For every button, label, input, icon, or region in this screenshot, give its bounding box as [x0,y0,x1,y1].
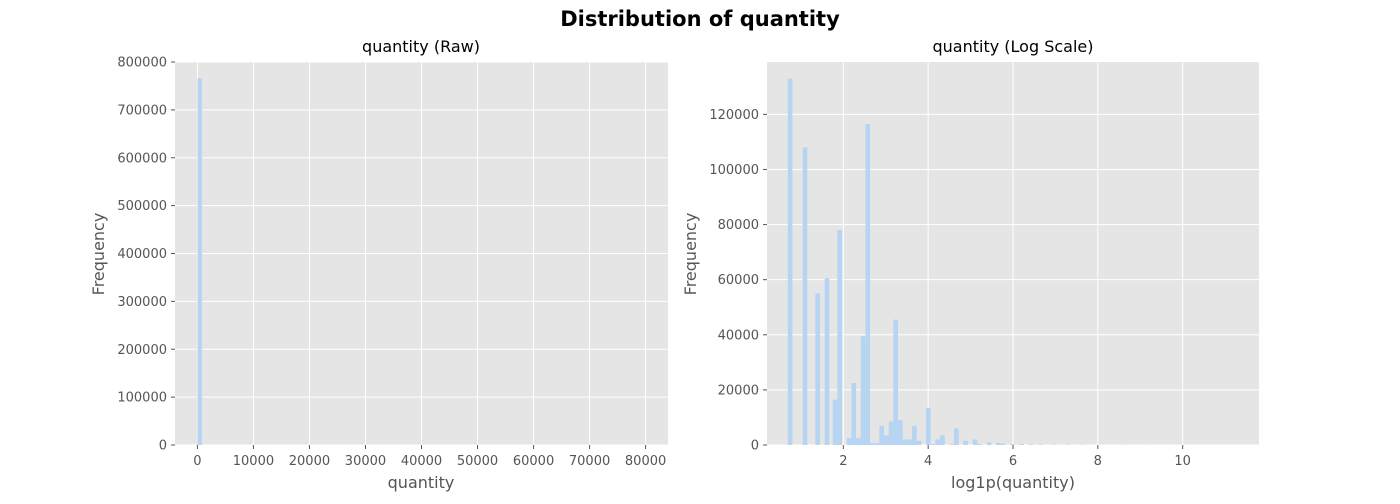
log-histogram-bar [837,230,842,445]
log-y-tick-label: 20000 [718,383,759,398]
raw-x-tick-label: 10000 [233,454,274,469]
log-histogram-bar [847,438,852,445]
log-histogram-bar [861,336,866,445]
raw-y-tick-label: 700000 [117,103,167,118]
raw-y-tick-label: 300000 [117,295,167,310]
raw-y-tick-label: 400000 [117,247,167,262]
log-x-tick-label: 8 [1094,454,1102,469]
log-histogram-bar [954,428,959,445]
log-histogram-panel: quantity (Log Scale) log1p(quantity) Fre… [681,37,1259,492]
log-histogram-bar [803,147,808,445]
log-histogram-bar [912,426,917,445]
log-histogram-bar [889,422,894,445]
log-histogram-bar [1019,444,1024,445]
log-y-tick-label: 0 [751,439,759,454]
log-histogram-bar [865,124,870,445]
raw-y-tick-label: 600000 [117,151,167,166]
log-histogram-bar [884,435,889,445]
log-histogram-bar [977,444,982,445]
log-x-tick-label: 10 [1174,454,1191,469]
log-y-tick-label: 80000 [718,218,759,233]
raw-y-tick-label: 100000 [117,391,167,406]
log-histogram-bar [907,439,912,445]
log-histogram-bar [815,293,820,445]
log-x-tick-label: 4 [924,454,932,469]
log-chart-title: quantity (Log Scale) [933,37,1094,56]
log-x-tick-label: 6 [1009,454,1017,469]
figure-title: Distribution of quantity [560,7,840,31]
log-histogram-bar [935,439,940,445]
raw-x-tick-label: 80000 [625,454,666,469]
log-histogram-bar [963,441,968,445]
log-y-tick-label: 120000 [709,108,759,123]
raw-bars [197,78,201,445]
log-histogram-bar [870,443,875,445]
log-histogram-bar [949,444,954,445]
log-histogram-bar [788,79,793,445]
log-histogram-bar [973,439,978,445]
log-histogram-bar [996,443,1001,445]
raw-chart-title: quantity (Raw) [362,37,480,56]
raw-x-tick-label: 50000 [457,454,498,469]
raw-histogram-panel: quantity (Raw) quantity Frequency 0 10000… [89,37,668,492]
raw-x-tick-label: 40000 [401,454,442,469]
raw-x-axis-label: quantity [388,473,455,492]
raw-x-tick-label: 60000 [513,454,554,469]
log-y-tick-label: 40000 [718,328,759,343]
log-histogram-bar [879,426,884,445]
log-histogram-bar [987,442,992,445]
raw-plot-area [175,62,668,445]
raw-x-tick-label: 70000 [569,454,610,469]
log-histogram-bar [1001,444,1006,445]
log-histogram-bar [851,383,856,445]
raw-y-tick-label: 0 [159,439,167,454]
log-histogram-bar [926,408,931,445]
log-histogram-bar [856,438,861,445]
log-y-tick-label: 60000 [718,273,759,288]
log-histogram-bar [898,420,903,445]
raw-histogram-bar [197,78,201,445]
raw-y-tick-label: 200000 [117,343,167,358]
raw-y-axis-label: Frequency [89,213,108,296]
log-y-axis-label: Frequency [681,213,700,296]
log-y-tick-label: 100000 [709,163,759,178]
log-histogram-bar [917,441,922,445]
log-histogram-bar [931,444,936,445]
log-histogram-bar [893,320,898,445]
log-histogram-bar [1010,444,1015,445]
raw-x-tick-label: 0 [193,454,201,469]
log-histogram-bar [875,443,880,445]
log-x-axis-label: log1p(quantity) [951,473,1075,492]
log-histogram-bar [903,439,908,445]
raw-y-tick-label: 800000 [117,56,167,71]
raw-x-tick-label: 20000 [289,454,330,469]
raw-y-tick-label: 500000 [117,199,167,214]
log-histogram-bar [940,435,945,445]
raw-x-tick-label: 30000 [345,454,386,469]
log-histogram-bar [833,400,838,445]
log-histogram-bar [825,278,830,445]
log-histogram-bar [1029,444,1034,445]
log-x-tick-label: 2 [839,454,847,469]
